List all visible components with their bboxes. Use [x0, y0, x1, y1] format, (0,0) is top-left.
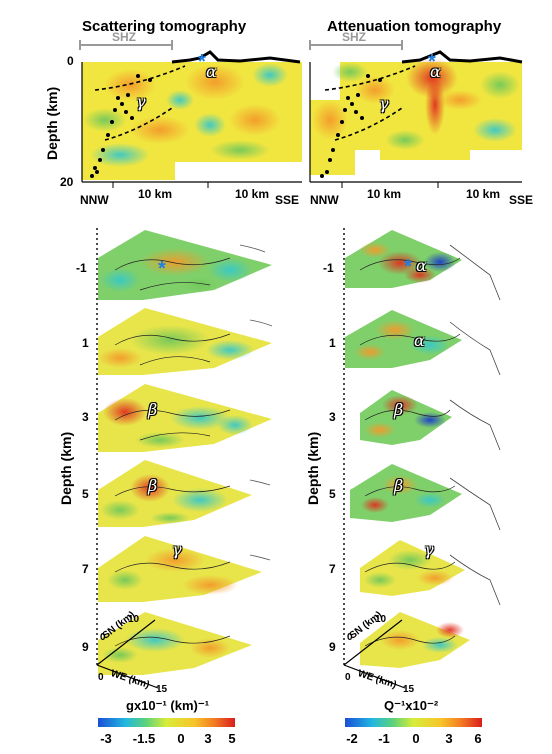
right-slice-2: [345, 310, 501, 376]
right-cross-section: [309, 40, 523, 188]
left-colorbar: [98, 718, 235, 727]
right-slice-greek-m1: α: [416, 256, 427, 275]
right-cb-tick-4: 6: [474, 731, 482, 746]
left-sn-tick-10: 10: [128, 614, 140, 625]
left-cb-tick-1: -1.5: [132, 731, 156, 746]
left-volcano-star-icon: *: [198, 51, 206, 73]
right-depth-tick-1: 1: [329, 336, 336, 350]
left-gamma-label: γ: [136, 92, 146, 111]
left-depth-tick-5: 5: [82, 487, 89, 501]
left-alpha-label: α: [206, 62, 217, 81]
left-slice-greek-3: β: [148, 400, 158, 419]
left-slice-stack: [98, 230, 273, 675]
left-slice-greek-7: γ: [172, 540, 182, 559]
right-depth-tick-7: 7: [329, 562, 336, 576]
left-slice-star-icon: *: [158, 258, 166, 280]
left-we-tick-15: 15: [156, 684, 168, 695]
left-shz-label: SHZ: [112, 30, 136, 44]
depth-tick-0: 0: [67, 54, 74, 68]
right-slice-greek-3: β: [394, 400, 404, 419]
title-attenuation: Attenuation tomography: [327, 18, 502, 35]
left-cb-tick-4: 5: [228, 731, 236, 746]
left-sn-tick-0: 0: [100, 632, 106, 643]
right-slice-4: [350, 464, 501, 531]
right-slice-greek-1: α: [414, 331, 425, 350]
left-scale-10km-b: 10 km: [235, 187, 270, 201]
left-cb-tick-3: 3: [204, 731, 212, 746]
right-slice-star-icon: *: [404, 256, 412, 278]
left-depth-tick-1: 1: [82, 336, 89, 350]
right-nnw-label: NNW: [310, 193, 339, 207]
left-map-axes: [96, 619, 159, 689]
left-depth-tick-7: 7: [82, 562, 89, 576]
right-we-tick-0: 0: [345, 672, 351, 683]
right-volcano-star-icon: *: [428, 51, 436, 73]
right-shz-label: SHZ: [342, 30, 366, 44]
right-cb-tick-1: -1: [378, 731, 390, 746]
right-depth-tick-5: 5: [329, 487, 336, 501]
right-slice-stack: [345, 230, 501, 668]
title-scattering: Scattering tomography: [82, 18, 247, 35]
right-cb-tick-3: 3: [445, 731, 453, 746]
left-scale-10km-a: 10 km: [138, 187, 173, 201]
right-cb-tick-0: -2: [346, 731, 358, 746]
left-slice-4: [98, 460, 252, 527]
right-depth-tick-3: 3: [329, 410, 336, 424]
right-we-tick-15: 15: [403, 684, 415, 695]
right-colorbar: [345, 718, 482, 727]
left-slice-2: [98, 308, 272, 375]
left-cb-tick-2: 0: [177, 731, 185, 746]
right-slice-3: [360, 390, 501, 451]
cross-section-depth-label: Depth (km): [44, 86, 60, 160]
left-slice-5: [98, 536, 262, 602]
right-alpha-label: α: [430, 62, 441, 81]
right-depth-tick-m1: -1: [323, 261, 334, 275]
left-nnw-label: NNW: [80, 193, 109, 207]
right-cb-tick-2: 0: [412, 731, 420, 746]
left-cb-tick-0: -3: [100, 731, 112, 746]
left-slice-1: [98, 230, 272, 300]
right-gamma-label: γ: [379, 94, 389, 113]
left-colorbar-label: gx10⁻¹ (km)⁻¹: [126, 698, 210, 713]
left-depth-tick-m1: -1: [76, 261, 87, 275]
left-sse-label: SSE: [275, 193, 300, 207]
right-colorbar-label: Q⁻¹x10⁻²: [384, 698, 439, 713]
right-slice-greek-7: γ: [424, 540, 434, 559]
left-slices-depth-label: Depth (km): [58, 431, 74, 505]
right-slice-1: [345, 230, 501, 301]
left-depth-tick-9: 9: [82, 640, 89, 654]
right-slice-greek-5: β: [394, 476, 404, 495]
right-depth-tick-9: 9: [329, 640, 336, 654]
left-depth-tick-3: 3: [82, 410, 89, 424]
right-map-axes: [343, 619, 406, 689]
left-slice-6: [98, 612, 252, 675]
right-slices-depth-label: Depth (km): [305, 431, 321, 505]
right-scale-10km-a: 10 km: [367, 187, 402, 201]
right-sn-tick-10: 10: [375, 614, 387, 625]
right-slice-5: [360, 540, 501, 606]
right-slice-6: [360, 612, 470, 668]
right-sn-tick-0: 0: [347, 632, 353, 643]
right-sse-label: SSE: [509, 193, 534, 207]
left-cross-section: [79, 40, 302, 188]
depth-tick-20: 20: [60, 175, 74, 189]
left-slice-3: [98, 384, 272, 452]
left-slice-greek-5: β: [148, 476, 158, 495]
right-scale-10km-b: 10 km: [466, 187, 501, 201]
left-we-tick-0: 0: [98, 672, 104, 683]
